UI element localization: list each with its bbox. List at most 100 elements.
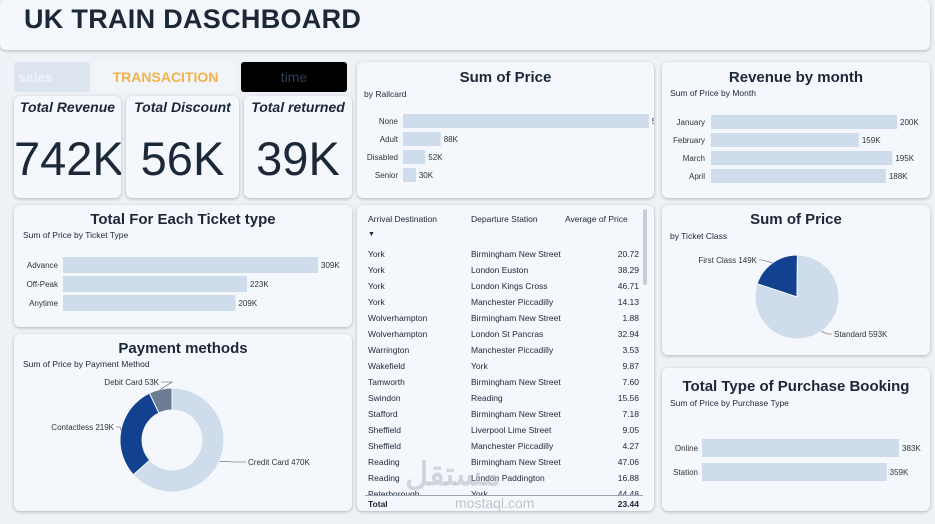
category-label: Anytime (29, 299, 58, 308)
data-label: 574K (652, 117, 654, 126)
data-label: 359K (890, 468, 909, 477)
category-label: January (677, 118, 705, 127)
table-row[interactable]: Wakefield York 9.87 (365, 358, 643, 374)
cell-arrival: York (368, 265, 385, 275)
data-label: 200K (900, 118, 919, 127)
bar[interactable] (63, 257, 318, 273)
cell-average-price: 46.71 (617, 281, 639, 291)
slice[interactable] (119, 392, 160, 476)
column-header-departure[interactable]: Departure Station (471, 214, 538, 224)
cell-departure: Manchester Piccadilly (471, 345, 554, 355)
table-row[interactable]: Wolverhampton London St Pancras 32.94 (365, 326, 643, 342)
table-row[interactable]: Sheffield Manchester Piccadilly 4.27 (365, 438, 643, 454)
slice[interactable] (132, 387, 225, 493)
column-header-average-price[interactable]: Average of Price (565, 214, 628, 224)
slice-label: Standard 593K (834, 330, 888, 339)
cell-departure: Manchester Piccadilly (471, 441, 554, 451)
table-row[interactable]: Stafford Birmingham New Street 7.18 (365, 406, 643, 422)
bar[interactable] (702, 439, 899, 457)
cell-departure: London Paddington (471, 473, 545, 483)
nav-transaction-button[interactable]: TRANSACITION (95, 62, 236, 92)
leader-line (160, 381, 174, 390)
bar[interactable] (711, 133, 859, 147)
table-body: York Birmingham New Street 20.72 York London… (365, 246, 643, 495)
total-value: 23.44 (617, 499, 639, 509)
cell-average-price: 47.06 (617, 457, 639, 467)
slice-label: Credit Card 470K (248, 458, 310, 467)
cell-departure: Birmingham New Street (471, 249, 561, 259)
table-row[interactable]: York Manchester Piccadilly 14.13 (365, 294, 643, 310)
page-title: UK TRAIN DASCHBOARD (24, 4, 362, 34)
cell-departure: York (471, 489, 488, 495)
chart-subtitle: Sum of Price by Month (670, 88, 756, 98)
slice[interactable] (756, 254, 798, 298)
bar[interactable] (711, 169, 886, 183)
cell-departure: Liverpool Lime Street (471, 425, 552, 435)
bar[interactable] (63, 295, 236, 311)
table-row[interactable]: Reading London Paddington 16.88 (365, 470, 643, 486)
table-row[interactable]: Swindon Reading 15.56 (365, 390, 643, 406)
bar[interactable] (702, 463, 887, 481)
chart-title: Total Type of Purchase Booking (682, 378, 910, 395)
cell-arrival: Wolverhampton (368, 313, 428, 323)
table-row[interactable]: Warrington Manchester Piccadilly 3.53 (365, 342, 643, 358)
railcard-chart-card: Sum of Price by Railcard None 574K Adult 88… (357, 62, 654, 198)
cell-average-price: 7.18 (622, 409, 639, 419)
slice[interactable] (148, 387, 173, 414)
cell-average-price: 38.29 (617, 265, 639, 275)
kpi-value: 742K (14, 132, 121, 185)
column-header-arrival[interactable]: Arrival Destination (368, 214, 437, 224)
purchase-bar-chart: Online 383K Station 359K (673, 439, 921, 481)
railcard-bar-chart: None 574K Adult 88K Disabled 52K Senior 30K (367, 114, 654, 182)
data-label: 223K (250, 280, 269, 289)
total-label: Total (368, 499, 388, 509)
bar[interactable] (63, 276, 248, 292)
leader-line (116, 426, 122, 431)
table-row[interactable]: York Birmingham New Street 20.72 (365, 246, 643, 262)
table-row[interactable]: Peterborough York 44.48 (365, 486, 643, 495)
table-row[interactable]: Wolverhampton Birmingham New Street 1.88 (365, 310, 643, 326)
cell-arrival: York (368, 281, 385, 291)
slice[interactable] (754, 254, 840, 340)
cell-arrival: Tamworth (368, 377, 405, 387)
leader-line (759, 259, 773, 264)
cell-average-price: 1.88 (622, 313, 639, 323)
table-row[interactable]: York London Euston 38.29 (365, 262, 643, 278)
bar[interactable] (403, 114, 649, 128)
cell-arrival: Swindon (368, 393, 401, 403)
bar[interactable] (403, 168, 416, 182)
category-label: Disabled (367, 153, 398, 162)
slice-label: First Class 149K (698, 256, 757, 265)
cell-arrival: York (368, 297, 385, 307)
cell-average-price: 44.48 (617, 489, 639, 495)
table-scrollbar[interactable] (643, 209, 647, 285)
cell-departure: Manchester Piccadilly (471, 297, 554, 307)
cell-average-price: 7.60 (622, 377, 639, 387)
category-label: Adult (380, 135, 399, 144)
chart-subtitle: by Railcard (364, 89, 407, 99)
cell-departure: London St Pancras (471, 329, 544, 339)
bar[interactable] (711, 151, 893, 165)
nav-sales-button[interactable]: sales (14, 62, 90, 92)
table-row[interactable]: Reading Birmingham New Street 47.06 (365, 454, 643, 470)
table-row[interactable]: Tamworth Birmingham New Street 7.60 (365, 374, 643, 390)
data-label: 209K (238, 299, 257, 308)
table-row[interactable]: York London Kings Cross 46.71 (365, 278, 643, 294)
purchase-chart-card: Total Type of Purchase Booking Sum of Pr… (662, 368, 930, 511)
bar[interactable] (403, 150, 426, 164)
bar[interactable] (403, 132, 441, 146)
cell-arrival: Peterborough (368, 489, 420, 495)
slice-label: Debit Card 53K (104, 378, 159, 387)
data-label: 309K (321, 261, 340, 270)
category-label: March (683, 154, 705, 163)
bar[interactable] (711, 115, 897, 129)
table-row[interactable]: Sheffield Liverpool Lime Street 9.05 (365, 422, 643, 438)
cell-arrival: Sheffield (368, 425, 401, 435)
title-bar: UK TRAIN DASCHBOARD (0, 0, 930, 50)
category-label: February (673, 136, 705, 145)
nav-time-button[interactable]: time (241, 62, 347, 92)
watermark-url: mostaql.com (455, 495, 535, 511)
sort-arrow-icon[interactable]: ▼ (368, 231, 375, 238)
cell-departure: Birmingham New Street (471, 377, 561, 387)
kpi-total-revenue: Total Revenue 742K (14, 96, 121, 198)
